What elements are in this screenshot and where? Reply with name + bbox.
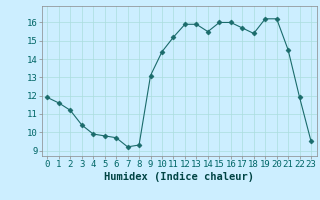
X-axis label: Humidex (Indice chaleur): Humidex (Indice chaleur): [104, 172, 254, 182]
